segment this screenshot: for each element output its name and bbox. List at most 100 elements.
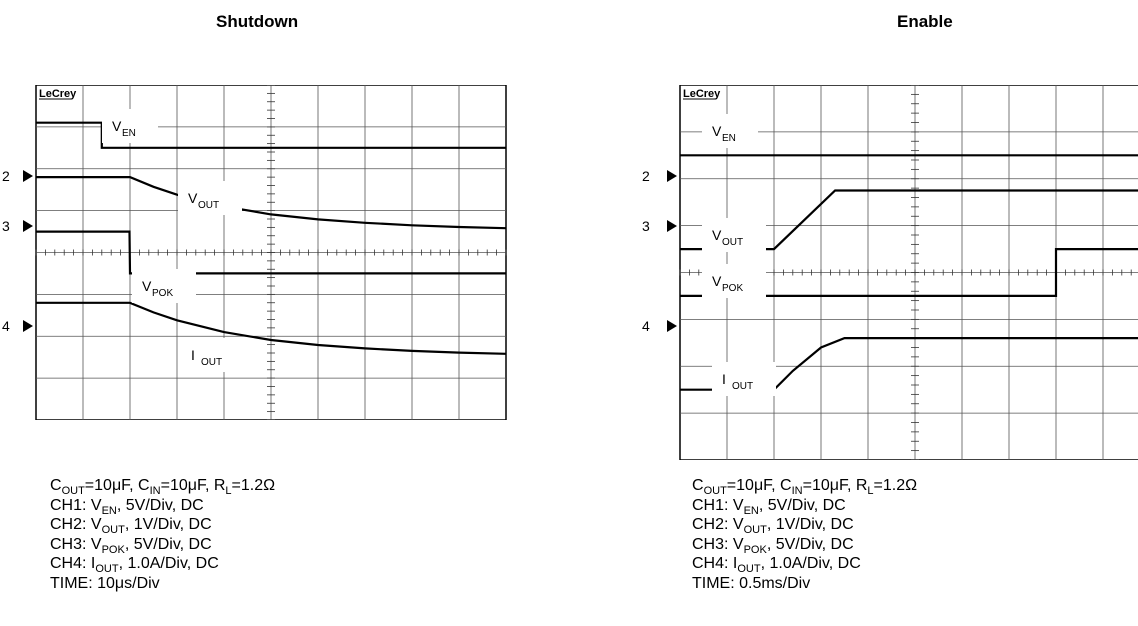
caption-text: , 1V/Div, DC — [766, 516, 854, 533]
trace-label: V POK — [702, 264, 766, 298]
scope-brand: LeCrey — [39, 88, 77, 100]
caption-text: CH2: V — [50, 516, 102, 533]
trace-v-pok — [680, 248, 1138, 297]
caption-line: CH4: IOUT, 1.0A/Div, DC — [50, 554, 275, 575]
trace-label-bg — [181, 338, 245, 372]
trace-label-name: I — [722, 371, 726, 387]
caption-text: CH1: V — [692, 496, 744, 514]
caption-text: =1.2Ω — [873, 477, 918, 494]
caption-line: CH1: VEN, 5V/Div, DC — [692, 496, 917, 517]
scope-brand: LeCrey — [683, 88, 721, 100]
channel-marker-arrow — [667, 170, 677, 182]
caption-text: , 5V/Div, DC — [124, 535, 212, 553]
caption-line: CH2: VOUT, 1V/Div, DC — [692, 515, 917, 536]
caption-text: C — [50, 477, 62, 494]
caption-subscript: OUT — [743, 524, 767, 536]
channel-marker: 3 — [642, 218, 650, 234]
trace-v-out — [36, 176, 507, 230]
caption: COUT=10μF, CIN=10μF, RL=1.2Ω CH1: VEN, 5V… — [692, 476, 917, 593]
caption-line: CH4: IOUT, 1.0A/Div, DC — [692, 554, 917, 575]
caption-subscript: L — [867, 485, 874, 497]
caption-subscript: OUT — [61, 485, 85, 497]
trace-label: V EN — [102, 109, 158, 143]
caption-line: CH3: VPOK, 5V/Div, DC — [50, 535, 275, 556]
trace-label: I OUT — [181, 338, 245, 372]
channel-marker: 4 — [2, 318, 10, 334]
trace-label-name: V — [712, 273, 722, 289]
trace-label-bg — [702, 114, 758, 148]
caption-line: COUT=10μF, CIN=10μF, RL=1.2Ω — [692, 476, 918, 497]
trace-label-bg — [702, 218, 766, 252]
trace-label-name: V — [142, 278, 152, 294]
caption-text: , 1.0A/Div, DC — [760, 555, 861, 572]
caption-subscript: IN — [791, 485, 803, 497]
caption-text: , 5V/Div, DC — [766, 535, 854, 553]
channel-marker-arrow — [667, 320, 677, 332]
trace-label-sub: POK — [152, 288, 173, 299]
channel-marker: 2 — [642, 168, 650, 184]
caption: COUT=10μF, CIN=10μF, RL=1.2Ω CH1: VEN, 5V… — [50, 476, 275, 593]
channel-marker: 2 — [2, 168, 10, 184]
trace-label-name: V — [112, 118, 122, 134]
chart-title: Enable — [897, 12, 953, 31]
channel-marker: 4 — [642, 318, 650, 334]
caption-line: TIME: 10μs/Div — [50, 574, 275, 594]
caption-text: =10μF, R — [160, 477, 226, 494]
caption-text: , 1.0A/Div, DC — [118, 555, 219, 572]
trace-label-bg — [178, 181, 242, 215]
caption-line: CH2: VOUT, 1V/Div, DC — [50, 515, 275, 536]
trace-v-en — [36, 121, 506, 149]
trace-label-bg — [132, 269, 196, 303]
trace-label-sub: OUT — [201, 357, 222, 368]
trace-label-sub: OUT — [732, 381, 753, 392]
trace-label-name: V — [188, 190, 198, 206]
trace-label-sub: OUT — [198, 200, 219, 211]
caption-text: =10μF, C — [726, 477, 792, 494]
channel-marker-arrow — [667, 220, 677, 232]
caption-text: CH4: I — [692, 555, 738, 572]
trace-label: V OUT — [702, 218, 766, 252]
channel-marker: 3 — [2, 218, 10, 234]
caption-subscript: EN — [101, 504, 117, 517]
scope-plot: LeCrey1234VENVOUTVPOKIOUT — [2, 85, 507, 420]
caption-text: =1.2Ω — [231, 477, 276, 494]
channel-marker-arrow — [23, 220, 33, 232]
caption-subscript: IN — [149, 485, 161, 497]
trace-label-sub: POK — [722, 283, 743, 294]
caption-subscript: OUT — [703, 485, 727, 497]
caption-line: COUT=10μF, CIN=10μF, RL=1.2Ω — [50, 476, 276, 497]
caption-text: TIME: 10μs/Div — [50, 574, 160, 592]
channel-marker-arrow — [23, 170, 33, 182]
channel-marker-arrow — [23, 320, 33, 332]
scope-plot: LeCrey1234VENVOUTVPOKIOUT — [642, 85, 1138, 460]
trace-label-name: I — [191, 347, 195, 363]
trace-label-sub: EN — [722, 133, 736, 144]
caption-line: CH1: VEN, 5V/Div, DC — [50, 496, 275, 517]
scope-screen: LeCrey1234VENVOUTVPOKIOUT — [640, 85, 1138, 460]
caption-text: CH3: V — [50, 535, 102, 553]
caption-subscript: OUT — [737, 563, 761, 575]
caption-subscript: OUT — [101, 524, 125, 536]
chart-title: Shutdown — [216, 12, 299, 31]
caption-text: C — [692, 477, 704, 494]
caption-line: TIME: 0.5ms/Div — [692, 574, 917, 594]
trace-label-bg — [712, 362, 776, 396]
caption-text: , 5V/Div, DC — [116, 496, 204, 514]
caption-subscript: EN — [743, 504, 759, 517]
caption-text: CH4: I — [50, 555, 96, 572]
caption-text: CH2: V — [692, 516, 744, 533]
trace-label: I OUT — [712, 362, 776, 396]
trace-label-sub: OUT — [722, 237, 743, 248]
trace-label: V OUT — [178, 181, 242, 215]
caption-line: CH3: VPOK, 5V/Div, DC — [692, 535, 917, 556]
caption-text: =10μF, C — [84, 477, 150, 494]
caption-text: =10μF, R — [802, 477, 868, 494]
caption-subscript: OUT — [95, 563, 119, 575]
trace-v-pok — [36, 230, 506, 275]
trace-label: V POK — [132, 269, 196, 303]
trace-label-name: V — [712, 227, 722, 243]
trace-label-name: V — [712, 123, 722, 139]
caption-text: CH1: V — [50, 496, 102, 514]
caption-subscript: POK — [743, 543, 767, 556]
trace-i-out — [36, 301, 507, 355]
